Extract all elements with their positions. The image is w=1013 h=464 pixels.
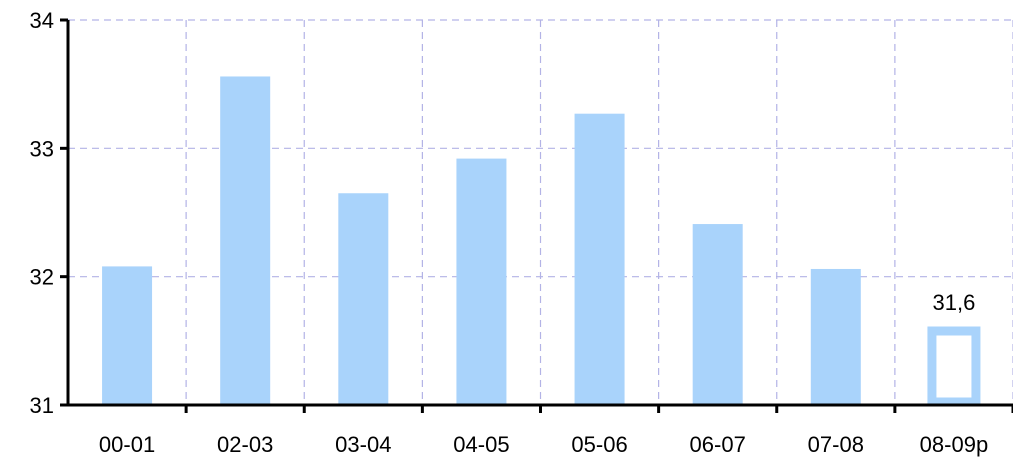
y-tick-label: 34 [30, 8, 54, 33]
bar-07-08 [810, 268, 861, 405]
data-labels: 31,6 [933, 290, 976, 315]
x-tick-label: 02-03 [217, 432, 273, 457]
bar-00-01 [102, 266, 153, 405]
bar-02-03 [220, 76, 271, 405]
y-tick-label: 31 [30, 393, 54, 418]
data-label: 31,6 [933, 290, 976, 315]
x-tick-label: 03-04 [335, 432, 391, 457]
y-axis-ticks: 31 32 33 34 [30, 8, 68, 418]
x-axis-ticks: 00-01 02-03 03-04 04-05 05-06 06-07 07-08 08-09… [99, 405, 1013, 457]
bars-group [102, 76, 981, 407]
x-tick-label: 00-01 [99, 432, 155, 457]
y-tick-label: 33 [30, 136, 54, 161]
bar-08-09p [927, 326, 981, 407]
grid-lines [68, 19, 1013, 405]
x-tick-label: 06-07 [690, 432, 746, 457]
x-tick-label: 07-08 [808, 432, 864, 457]
bar-06-07 [692, 224, 743, 405]
x-tick-label: 04-05 [453, 432, 509, 457]
bar-04-05 [456, 158, 507, 405]
bar-03-04 [338, 193, 389, 405]
x-tick-label: 08-09p [920, 432, 989, 457]
bar-05-06 [574, 113, 625, 405]
x-tick-label: 05-06 [571, 432, 627, 457]
y-tick-label: 32 [30, 265, 54, 290]
